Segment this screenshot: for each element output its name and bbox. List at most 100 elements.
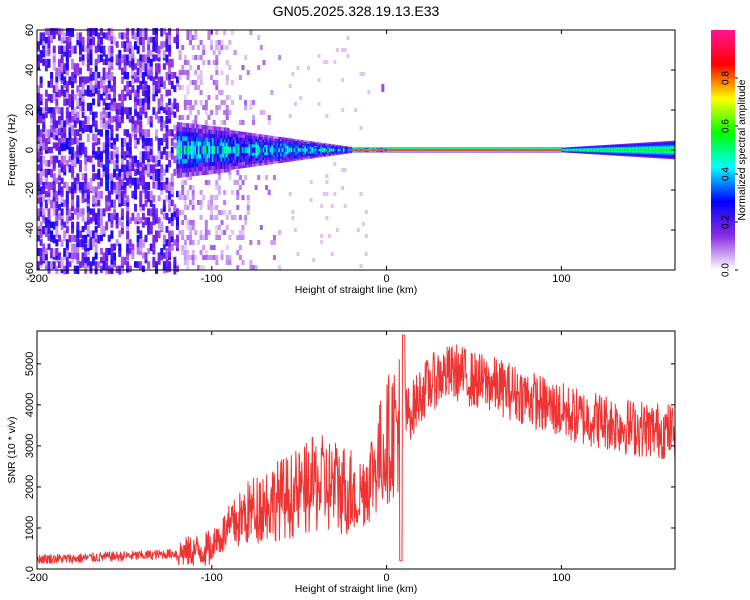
spectrogram-cell [102,76,106,85]
spectrogram-cell [89,239,93,246]
spectrogram-cell [225,146,228,154]
spectrogram-cell [162,261,166,270]
spectrogram-cell [141,239,145,248]
spectrogram-cell [154,155,158,164]
spectrogram-cell [63,45,67,52]
spectrogram-cell [152,182,156,189]
spectrogram-cell [253,147,256,153]
spectrogram-cell [68,129,72,138]
spectrogram-cell [199,100,203,105]
spectrogram-cell [321,148,324,152]
spectrogram-cell [463,149,466,151]
spectrogram-cell [217,225,221,230]
spectrogram-cell [78,133,82,141]
spectrogram-cell [543,149,546,151]
spectrogram-cell [538,149,541,151]
spectrogram-cell [147,138,151,146]
spectrogram-cell [165,72,169,81]
spectrogram-cell [157,76,161,83]
spectrogram-cell [60,208,64,216]
spectrogram-cell [47,80,51,88]
spectrogram-y-tick-label: -60 [24,262,36,278]
spectrogram-cell [160,124,164,132]
spectrogram-cell [44,142,48,151]
spectrogram-cell [141,204,145,211]
spectrogram-cell [374,149,377,151]
spectrogram-cell [186,225,190,230]
spectrogram-cell [251,265,255,270]
spectrogram-cell [359,126,363,130]
spectrogram-cell [65,63,69,71]
spectrogram-cell [612,149,615,151]
spectrogram-cell [468,149,471,151]
spectrogram-x-ticks: -200 -100 0 100 [26,30,571,285]
spectrogram-cell [57,186,61,196]
spectrogram-cell [168,243,172,252]
spectrogram-cell [123,94,127,101]
spectrogram-cell [42,243,46,253]
spectrogram-cell [300,148,303,152]
spectrogram-cell [57,234,61,242]
spectrogram-cell [71,58,75,66]
spectrogram-cell [139,80,143,90]
spectrogram-cell [81,173,85,181]
spectrogram-cell [47,208,51,216]
spectrogram-cell [249,260,253,265]
spectrogram-cell [215,185,219,190]
spectrogram-cell [105,150,110,155]
spectrogram-cell [157,98,161,107]
spectrogram-cell [73,177,77,185]
spectrogram-cell [251,115,255,120]
spectrogram-cell [178,145,181,155]
spectrogram-cell [473,149,476,151]
spectrogram-cell [65,80,69,88]
spectrogram-cell [47,212,51,220]
spectrogram-cell [207,205,211,210]
spectrogram-cell [97,94,101,103]
spectrogram-cell [162,63,166,70]
spectrogram-cell [348,149,351,151]
spectrogram-cells [37,28,676,275]
spectrogram-cell [81,252,85,262]
spectrogram-cell [215,205,219,210]
spectrogram-cell [404,149,407,151]
spectrogram-cell [78,230,82,238]
spectrogram-cell [47,107,51,114]
spectrogram-cell [173,133,177,140]
spectrogram-cell [63,182,67,189]
spectrogram-cell [220,255,224,260]
spectrogram-cell [204,235,208,240]
spectrogram-cell [76,129,80,137]
spectrogram-cell [162,199,166,207]
spectrogram-cell [134,32,138,41]
spectrogram-cell [50,261,54,270]
spectrogram-cell [186,85,190,90]
spectrogram-cell [608,149,611,151]
spectrogram-cell [105,170,110,175]
spectrogram-cell [97,32,101,39]
spectrogram-cell [168,160,172,168]
spectrogram-cell [196,265,200,270]
spectrogram-cell [199,145,202,155]
spectrogram-cell [139,230,143,239]
spectrogram-cell [99,208,103,218]
spectrogram-cell [76,173,80,181]
spectrogram-cell [165,41,169,51]
spectrogram-cell [110,212,114,221]
spectrogram-cell [107,50,111,59]
spectrogram-cell [52,45,56,53]
spectrogram-cell [442,149,445,151]
spectrogram-cell [428,149,431,151]
spectrogram-cell [60,239,64,247]
spectrogram-cell [52,177,56,186]
spectrogram-cell [165,116,169,124]
spectrogram-cell [86,195,90,204]
spectrogram-cell [123,186,127,194]
spectrogram-cell [165,129,169,139]
spectrogram-cell [144,63,148,72]
spectrogram-cell [173,155,177,164]
spectrogram-cell [78,67,82,75]
spectrogram-cell [162,41,166,48]
spectrogram-cell [592,149,595,151]
spectrogram-cell [126,252,130,261]
